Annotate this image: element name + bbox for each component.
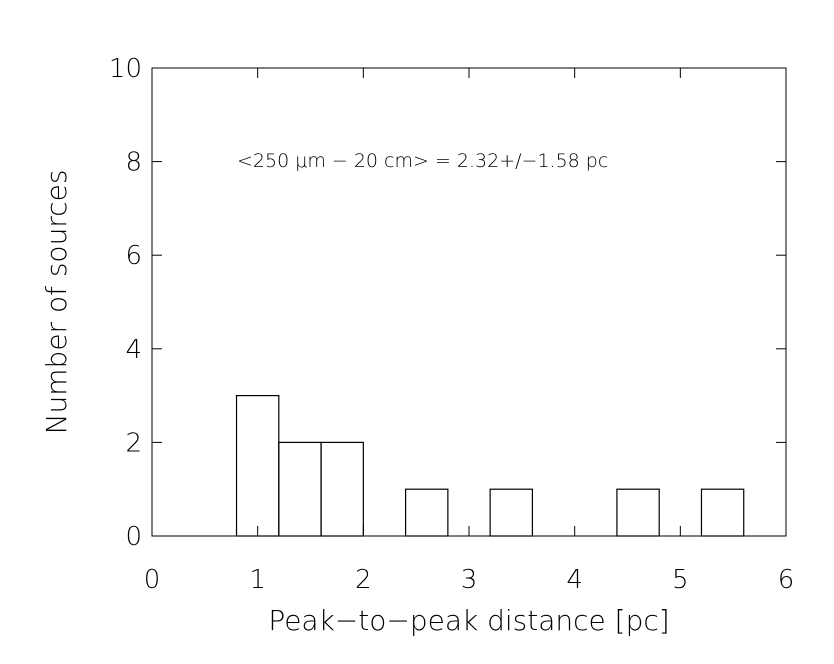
- y-tick-label: 0: [125, 522, 142, 552]
- x-tick-label: 2: [355, 565, 372, 595]
- bar: [489, 488, 533, 537]
- y-tick-label: 8: [125, 148, 142, 178]
- bar: [700, 488, 745, 537]
- plot-frame: [151, 67, 787, 537]
- y-axis-label: Number of sources: [40, 170, 73, 435]
- annotation: <250 μm − 20 cm> = 2.32+/−1.58 pc: [237, 150, 608, 172]
- y-tick-label: 4: [125, 335, 142, 365]
- x-tick-label: 3: [461, 565, 478, 595]
- y-tick-label: 6: [125, 241, 142, 271]
- y-tick-label: 10: [109, 54, 142, 84]
- bar: [320, 441, 364, 537]
- x-tick-label: 6: [778, 565, 795, 595]
- bar: [405, 488, 449, 537]
- x-tick-label: 4: [566, 565, 583, 595]
- x-tick-label: 0: [144, 565, 161, 595]
- bar: [616, 488, 660, 537]
- x-tick-label: 1: [249, 565, 266, 595]
- y-tick-label: 2: [125, 428, 142, 458]
- bar: [278, 441, 322, 537]
- x-axis-label: Peak−to−peak distance [pc]: [268, 604, 669, 637]
- bar: [235, 395, 280, 537]
- x-tick-label: 5: [672, 565, 689, 595]
